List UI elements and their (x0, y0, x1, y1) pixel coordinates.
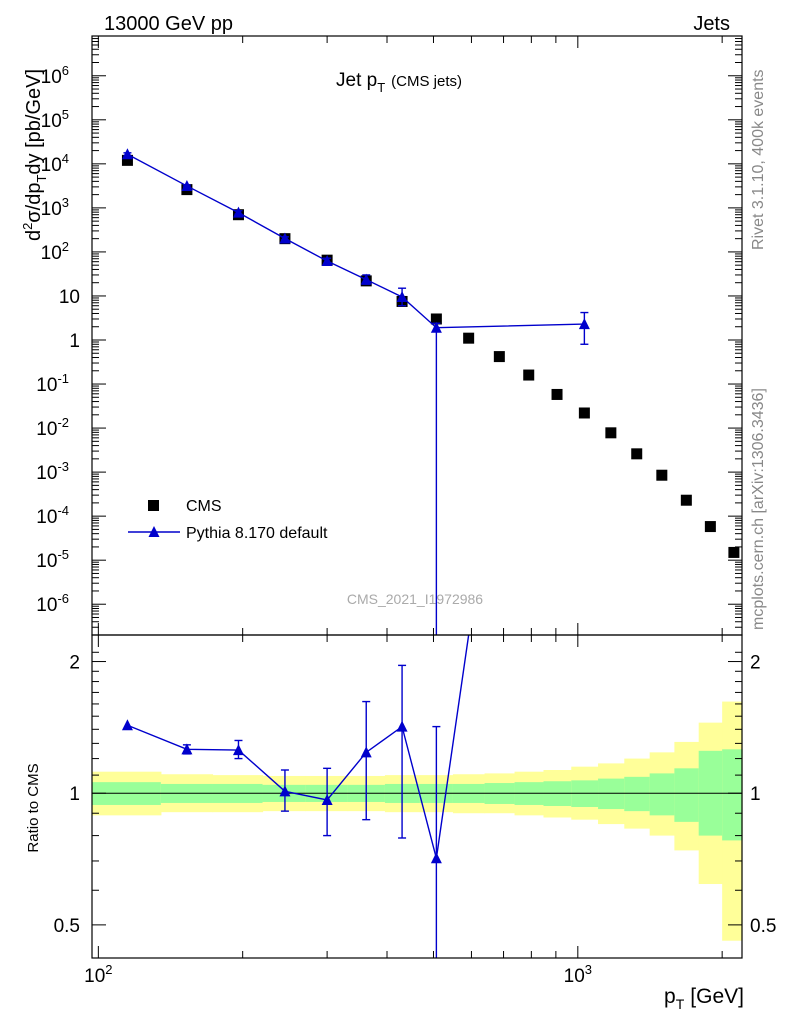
legend-marker-cms (148, 500, 159, 511)
pythia-data-point (578, 318, 590, 330)
pythia-data-point (232, 206, 244, 218)
pythia-data-point (321, 255, 333, 267)
main-y-axis-label: d2σ/dpTdy [pb/GeV] (20, 69, 49, 241)
ratio-data-point (430, 852, 442, 864)
rivet-label: Rivet 3.1.10, 400k events (750, 69, 767, 250)
cms-data-point (463, 332, 475, 344)
y-tick-label: 106 (41, 63, 69, 88)
ratio-data-point (279, 785, 291, 797)
ratio-panel-frame (91, 634, 743, 959)
y-tick-label: 104 (41, 151, 69, 176)
cms-data-point (121, 154, 133, 166)
pythia-line (127, 153, 585, 329)
cms-data-point (704, 521, 716, 533)
y-tick-label: 10-2 (36, 415, 69, 440)
cms-data-point (493, 351, 505, 363)
ratio-y-tick-label: 0.5 (54, 916, 80, 937)
pythia-data-point (121, 148, 133, 160)
ratio-data-point (360, 746, 372, 758)
ratio-data-point (121, 719, 133, 731)
legend-marker-pythia (148, 526, 160, 537)
analysis-watermark: CMS_2021_I1972986 (347, 591, 483, 607)
cms-data-point (578, 407, 590, 419)
ratio-y-tick-label-right: 2 (750, 653, 761, 674)
cms-data-point (680, 494, 692, 506)
y-tick-label: 1 (69, 331, 80, 352)
cms-data-point (631, 448, 643, 460)
ratio-uncertainty-bands (92, 701, 743, 941)
energy-label: 13000 GeV pp (104, 13, 233, 35)
x-tick-label: 102 (84, 962, 112, 987)
band-green-bin (674, 768, 700, 822)
x-tick-label: 103 (564, 962, 592, 987)
legend-label-cms: CMS (186, 498, 222, 515)
ratio-y-tick-label-right: 1 (750, 784, 761, 805)
main-panel-axes: 10-6 10-5 10-4 10-3 10-2 10-11 10 102 103 104 105 1… (36, 35, 742, 636)
cms-data-point (523, 369, 535, 381)
legend: CMS Pythia 8.170 default (128, 498, 328, 542)
y-tick-label: 103 (41, 195, 69, 220)
mcplots-label: mcplots.cern.ch [arXiv:1306.3436] (750, 388, 767, 630)
category-label: Jets (693, 13, 730, 35)
cms-data-point (605, 427, 617, 439)
cms-data-point (551, 388, 563, 400)
y-tick-label: 102 (41, 239, 69, 264)
y-tick-label: 10-3 (36, 459, 69, 484)
y-tick-label: 10-1 (36, 371, 69, 396)
ratio-y-tick-label: 1 (69, 784, 80, 805)
ratio-data-point (181, 743, 193, 755)
y-tick-label: 10-4 (36, 503, 69, 528)
pythia-data-point (181, 179, 193, 191)
cms-data-point (656, 469, 668, 481)
pythia-data-point (360, 273, 372, 285)
ratio-y-axis-label: Ratio to CMS (25, 763, 42, 852)
pythia-data-point (430, 321, 442, 333)
y-tick-label: 105 (41, 107, 69, 132)
main-panel-frame (91, 35, 743, 636)
ratio-panel-axes: 102 103 0.5 0.5 1 1 2 2 (54, 635, 776, 987)
ratio-y-tick-label-right: 0.5 (750, 916, 776, 937)
pythia-data-point (396, 290, 408, 302)
main-panel-marks (121, 148, 740, 635)
pythia-data-point (279, 232, 291, 244)
x-axis-label: pT [GeV] (664, 985, 744, 1012)
ratio-data-point (321, 793, 333, 805)
legend-label-pythia: Pythia 8.170 default (186, 525, 328, 542)
y-tick-label: 10-5 (36, 547, 69, 572)
ratio-data-point (232, 744, 244, 756)
y-tick-label: 10 (59, 287, 80, 308)
main-title: Jet pT (CMS jets) (336, 70, 462, 95)
ratio-y-tick-label: 2 (69, 653, 80, 674)
ratio-pythia-line (127, 634, 470, 859)
band-green-bin (598, 778, 625, 810)
band-green-bin (722, 749, 743, 841)
ratio-panel-marks (121, 634, 470, 958)
cms-data-point (728, 546, 740, 558)
band-green-bin (624, 776, 651, 812)
band-green-bin (649, 773, 675, 816)
y-tick-label: 10-6 (36, 591, 69, 616)
cms-data-point (430, 313, 442, 325)
ratio-data-point (396, 720, 408, 732)
